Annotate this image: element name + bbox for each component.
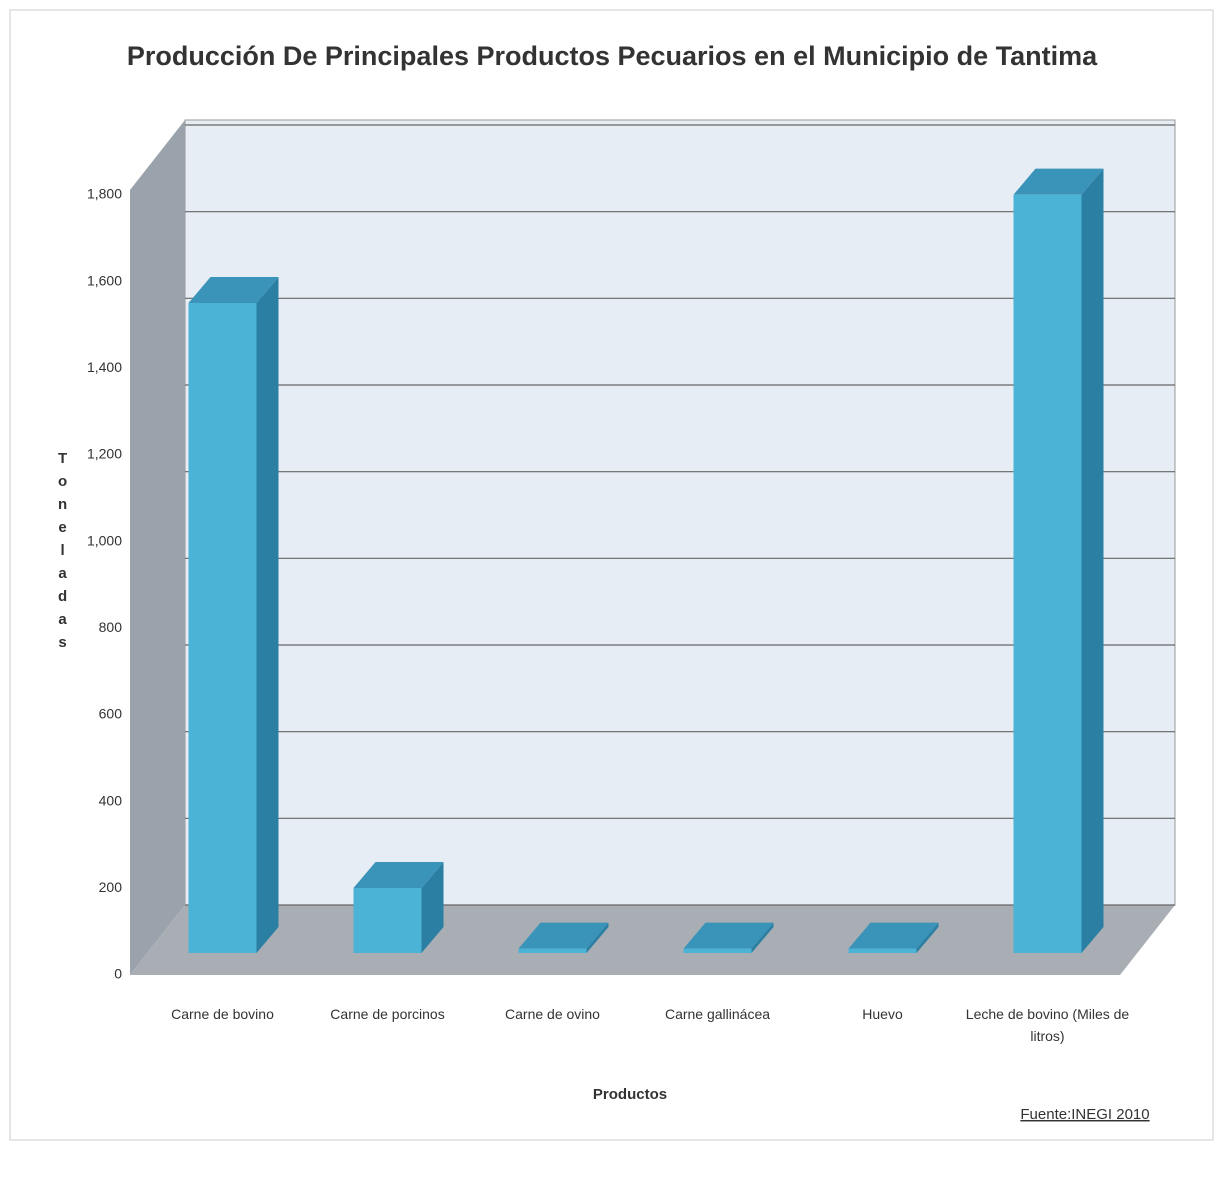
x-tick-label: Leche de bovino (Miles de litros) [965,1006,1130,1044]
bar-side [256,277,279,953]
bar-top [518,922,609,949]
y-tick-label: 1,000 [87,532,122,548]
x-tick-label: Carne de bovino [171,1006,274,1022]
bar [848,948,917,953]
y-tick-label: 1,200 [87,446,122,462]
bar [1013,194,1082,953]
y-axis-label: Toneladas [54,450,71,657]
y-tick-label: 1,400 [87,359,122,375]
bar [353,888,422,953]
y-tick-label: 1,600 [87,272,122,288]
bar-side [1081,168,1104,953]
bar-side [751,922,774,953]
x-axis-label: Productos [593,1086,667,1103]
x-tick-label: Carne de porcinos [330,1006,445,1022]
bar-top [683,922,774,949]
bar-top [848,922,939,949]
bar-side [421,862,444,953]
side-wall [130,120,185,975]
y-tick-label: 600 [99,706,123,722]
y-tick-label: 1,800 [87,186,122,202]
bar-side [916,922,939,953]
x-tick-label: Carne gallinácea [664,1006,771,1022]
y-tick-label: 400 [99,792,123,808]
y-tick-label: 800 [99,619,123,635]
source: Fuente:INEGI 2010 [1020,1106,1149,1123]
bar [518,948,587,953]
bar-top [188,277,279,303]
bar-top [353,862,444,888]
chart-title: Producción De Principales Productos Pecu… [127,41,1098,71]
bar-top [1013,168,1104,195]
bar [683,948,752,953]
y-tick-label: 200 [99,879,123,895]
bar-side [586,922,609,953]
x-tick-label: Carne de ovino [505,1006,600,1022]
x-tick-label: Huevo [862,1006,903,1022]
y-tick-label: 0 [114,966,122,982]
bar [188,303,257,953]
